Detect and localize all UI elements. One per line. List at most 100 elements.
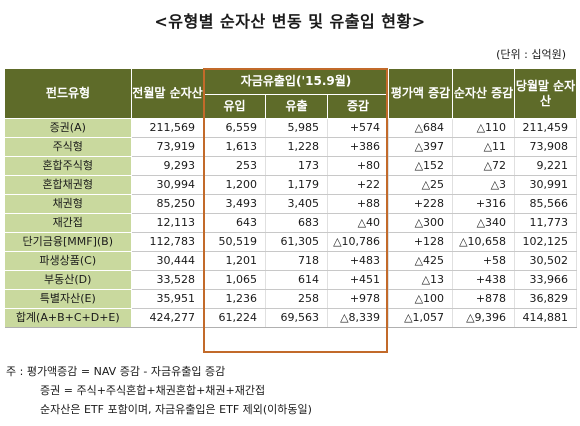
cell-inflow: 6,559	[203, 118, 266, 138]
cell-fund-type: 혼합채권형	[4, 175, 132, 195]
cell-change: +574	[327, 118, 390, 138]
cell-change: △40	[327, 213, 390, 233]
cell-net-asset-change: △10,658	[452, 232, 516, 252]
cell-net-asset-change: △3	[452, 175, 516, 195]
cell-outflow: 614	[265, 270, 328, 290]
cell-fund-type: 합계(A+B+C+D+E)	[4, 308, 132, 328]
cell-net-asset-change: +878	[452, 289, 516, 309]
cell-net-asset-change: △110	[452, 118, 516, 138]
cell-prev-month: 424,277	[131, 308, 204, 328]
cell-fund-type: 증권(A)	[4, 118, 132, 138]
cell-current-month: 211,459	[514, 118, 578, 138]
cell-prev-month: 30,994	[131, 175, 204, 195]
cell-outflow: 258	[265, 289, 328, 309]
cell-fund-type: 채권형	[4, 194, 132, 214]
cell-net-asset-change: +316	[452, 194, 516, 214]
cell-prev-month: 35,951	[131, 289, 204, 309]
cell-valuation: △100	[388, 289, 454, 309]
cell-prev-month: 30,444	[131, 251, 204, 271]
cell-valuation: △152	[388, 156, 454, 176]
unit-label: (단위 : 십억원)	[496, 48, 566, 61]
cell-valuation: △1,057	[388, 308, 454, 328]
footnote-line: 증권 = 주식+주식혼합+채권혼합+채권+재간접	[40, 384, 266, 397]
table-row: 부동산(D) 33,528 1,065 614 +451 △13 +438 33,966	[4, 270, 578, 290]
cell-inflow: 1,613	[203, 137, 266, 157]
cell-current-month: 33,966	[514, 270, 578, 290]
cell-valuation: △397	[388, 137, 454, 157]
cell-change: +88	[327, 194, 390, 214]
cell-current-month: 36,829	[514, 289, 578, 309]
cell-fund-type: 특별자산(E)	[4, 289, 132, 309]
cell-inflow: 1,236	[203, 289, 266, 309]
table-row: 증권(A) 211,569 6,559 5,985 +574 △684 △110 211,45…	[4, 118, 578, 138]
cell-change: +80	[327, 156, 390, 176]
table-row: 재간접 12,113 643 683 △40 △300 △340 11,773	[4, 213, 578, 233]
cell-prev-month: 33,528	[131, 270, 204, 290]
header-valuation: 평가액 증감	[388, 68, 454, 119]
header-inflow: 유입	[203, 94, 266, 119]
table-row: 주식형 73,919 1,613 1,228 +386 △397 △11 73,908	[4, 137, 578, 157]
cell-current-month: 11,773	[514, 213, 578, 233]
cell-valuation: △684	[388, 118, 454, 138]
cell-inflow: 3,493	[203, 194, 266, 214]
cell-current-month: 30,502	[514, 251, 578, 271]
header-flow-group: 자금유출입('15.9월)	[202, 68, 390, 95]
cell-fund-type: 단기금융[MMF](B)	[4, 232, 132, 252]
table-row: 혼합채권형 30,994 1,200 1,179 +22 △25 △3 30,991	[4, 175, 578, 195]
cell-prev-month: 211,569	[131, 118, 204, 138]
cell-change: △10,786	[327, 232, 390, 252]
cell-net-asset-change: △72	[452, 156, 516, 176]
cell-current-month: 414,881	[514, 308, 578, 328]
cell-net-asset-change: +58	[452, 251, 516, 271]
header-fund-type: 펀드유형	[4, 68, 132, 119]
page-title: <유형별 순자산 변동 및 유출입 현황>	[154, 12, 426, 31]
header-current-month: 당월말 순자산	[514, 68, 578, 119]
cell-change: +978	[327, 289, 390, 309]
cell-net-asset-change: +438	[452, 270, 516, 290]
header-outflow: 유출	[265, 94, 328, 119]
cell-outflow: 69,563	[265, 308, 328, 328]
header-net-asset-change: 순자산 증감	[452, 68, 516, 119]
cell-change: +483	[327, 251, 390, 271]
cell-outflow: 173	[265, 156, 328, 176]
cell-outflow: 3,405	[265, 194, 328, 214]
cell-valuation: +128	[388, 232, 454, 252]
cell-inflow: 50,519	[203, 232, 266, 252]
table-row: 채권형 85,250 3,493 3,405 +88 +228 +316 85,566	[4, 194, 578, 214]
header-prev-month: 전월말 순자산	[131, 68, 204, 119]
cell-valuation: △300	[388, 213, 454, 233]
cell-prev-month: 85,250	[131, 194, 204, 214]
cell-outflow: 1,179	[265, 175, 328, 195]
cell-current-month: 102,125	[514, 232, 578, 252]
footnote-line: 주 : 평가액증감 = NAV 증감 - 자금유출입 증감	[6, 365, 226, 378]
footnotes: 주 : 평가액증감 = NAV 증감 - 자금유출입 증감 증권 = 주식+주식…	[6, 362, 312, 419]
cell-valuation: △13	[388, 270, 454, 290]
cell-inflow: 1,065	[203, 270, 266, 290]
table-row: 단기금융[MMF](B) 112,783 50,519 61,305 △10,786 +1…	[4, 232, 578, 252]
cell-current-month: 73,908	[514, 137, 578, 157]
table-row: 합계(A+B+C+D+E) 424,277 61,224 69,563 △8,339 △1…	[4, 308, 578, 328]
cell-inflow: 253	[203, 156, 266, 176]
footnote-line: 순자산은 ETF 포함이며, 자금유출입은 ETF 제외(이하동일)	[40, 403, 312, 416]
cell-prev-month: 9,293	[131, 156, 204, 176]
cell-valuation: △425	[388, 251, 454, 271]
cell-inflow: 1,200	[203, 175, 266, 195]
cell-change: +386	[327, 137, 390, 157]
header-change: 증감	[326, 94, 390, 119]
cell-current-month: 85,566	[514, 194, 578, 214]
fund-table: 펀드유형 전월말 순자산 자금유출입('15.9월) 평가액 증감 순자산 증감…	[4, 68, 578, 328]
cell-outflow: 718	[265, 251, 328, 271]
cell-fund-type: 혼합주식형	[4, 156, 132, 176]
cell-prev-month: 73,919	[131, 137, 204, 157]
cell-outflow: 5,985	[265, 118, 328, 138]
cell-inflow: 61,224	[203, 308, 266, 328]
cell-fund-type: 부동산(D)	[4, 270, 132, 290]
cell-valuation: +228	[388, 194, 454, 214]
table-row: 혼합주식형 9,293 253 173 +80 △152 △72 9,221	[4, 156, 578, 176]
cell-change: △8,339	[327, 308, 390, 328]
cell-outflow: 1,228	[265, 137, 328, 157]
cell-net-asset-change: △340	[452, 213, 516, 233]
cell-fund-type: 재간접	[4, 213, 132, 233]
cell-net-asset-change: △11	[452, 137, 516, 157]
cell-net-asset-change: △9,396	[452, 308, 516, 328]
